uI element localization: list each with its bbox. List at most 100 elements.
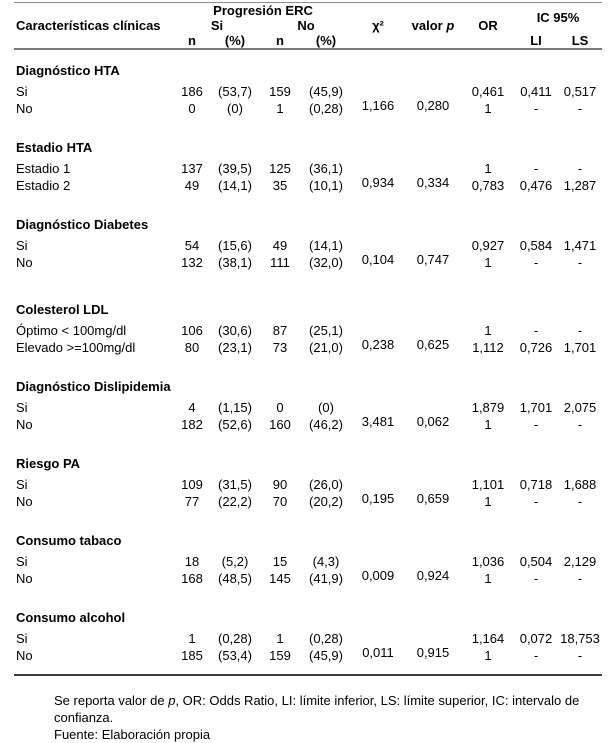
row-label: Si bbox=[16, 84, 28, 99]
cell-valor-p: 0,625 bbox=[416, 336, 450, 352]
col-header-pct-si: (%) bbox=[224, 32, 246, 48]
cell-or: 1 bbox=[484, 161, 492, 176]
cell-pct-si: (30,6) bbox=[218, 323, 252, 338]
col-header-si: Si bbox=[210, 18, 224, 33]
col-header-valor-p: valor p bbox=[404, 3, 462, 50]
cell-pct-si: (0,28) bbox=[218, 631, 252, 646]
cell-ls: - bbox=[577, 101, 583, 116]
cell-or: 1 bbox=[484, 101, 492, 116]
cell-n-si: 185 bbox=[181, 648, 203, 663]
table-row: No 185 (53,4) 159 (45,9) 1 - - bbox=[14, 647, 602, 675]
cell-chi-squared: 0,011 bbox=[362, 644, 394, 660]
cell-pct-no: (32,0) bbox=[309, 255, 343, 270]
cell-ls: - bbox=[577, 417, 583, 432]
cell-pct-si: (0) bbox=[227, 101, 243, 116]
table-row: Si 4 (1,15) 0 (0) 3,481 0,062 1,879 1,701 2,075 bbox=[14, 399, 602, 429]
cell-n-si: 109 bbox=[181, 477, 203, 492]
table-row: Si 18 (5,2) 15 (4,3) 0,009 0,924 1,036 0,504 2,12… bbox=[14, 553, 602, 583]
cell-ls: - bbox=[577, 161, 583, 176]
cell-n-no: 160 bbox=[269, 417, 291, 432]
row-label: No bbox=[16, 571, 33, 586]
group-title: Diagnóstico HTA bbox=[16, 63, 120, 78]
col-header-ic-95: IC 95% bbox=[536, 10, 580, 25]
cell-n-si: 0 bbox=[188, 101, 196, 116]
table-row: No 182 (52,6) 160 (46,2) 1 - - bbox=[14, 416, 602, 443]
cell-valor-p: 0,924 bbox=[416, 567, 450, 583]
cell-valor-p: 0,334 bbox=[416, 174, 450, 190]
cell-pct-no: (45,9) bbox=[309, 648, 343, 663]
header-row-3: n (%) n (%) LI LS bbox=[14, 33, 602, 49]
cell-n-si: 49 bbox=[184, 178, 200, 193]
cell-pct-si: (5,2) bbox=[221, 554, 249, 569]
cell-pct-si: (14,1) bbox=[218, 178, 252, 193]
cell-ls: - bbox=[577, 648, 583, 663]
col-header-no: No bbox=[297, 18, 315, 33]
cell-pct-no: (0,28) bbox=[309, 631, 343, 646]
cell-n-si: 4 bbox=[188, 400, 196, 415]
cell-ls: 18,753 bbox=[560, 631, 600, 646]
group-title-row: Consumo tabaco bbox=[14, 520, 602, 553]
cell-pct-si: (22,2) bbox=[218, 494, 252, 509]
cell-pct-no: (10,1) bbox=[309, 178, 343, 193]
cell-pct-si: (1,15) bbox=[218, 400, 252, 415]
cell-ls: - bbox=[577, 494, 583, 509]
cell-li: - bbox=[533, 494, 539, 509]
cell-pct-si: (23,1) bbox=[218, 340, 252, 355]
cell-li: 0,584 bbox=[519, 238, 553, 253]
col-header-or: OR bbox=[478, 17, 498, 33]
cell-n-no: 1 bbox=[276, 631, 284, 646]
cell-n-no: 125 bbox=[269, 161, 291, 176]
cell-n-no: 111 bbox=[270, 255, 290, 270]
cell-chi-squared: 0,238 bbox=[361, 336, 395, 352]
cell-n-si: 182 bbox=[181, 417, 203, 432]
table-row: Óptimo < 100mg/dl 106 (30,6) 87 (25,1) 0,238 0… bbox=[14, 322, 602, 352]
cell-or: 1 bbox=[484, 494, 492, 509]
row-label: Óptimo < 100mg/dl bbox=[16, 323, 127, 338]
cell-li: 1,701 bbox=[519, 400, 553, 415]
cell-li: - bbox=[533, 648, 539, 663]
cell-n-no: 35 bbox=[272, 178, 288, 193]
table-row: No 168 (48,5) 145 (41,9) 1 - - bbox=[14, 570, 602, 597]
footnote-fuente: Fuente: Elaboración propia bbox=[54, 727, 211, 742]
cell-pct-no: (4,3) bbox=[312, 554, 340, 569]
row-label: No bbox=[16, 255, 33, 270]
cell-or: 1,879 bbox=[471, 400, 505, 415]
cell-ls: 1,471 bbox=[563, 238, 597, 253]
cell-n-no: 1 bbox=[276, 101, 284, 116]
cell-n-si: 80 bbox=[184, 340, 200, 355]
cell-valor-p: 0,062 bbox=[416, 413, 450, 429]
group-title-row: Diagnóstico Diabetes bbox=[14, 204, 602, 237]
cell-ls: - bbox=[577, 255, 583, 270]
cell-n-si: 106 bbox=[181, 323, 203, 338]
cell-or: 1,112 bbox=[472, 340, 504, 355]
cell-pct-no: (41,9) bbox=[309, 571, 343, 586]
cell-pct-no: (0,28) bbox=[309, 101, 343, 116]
valor-label: valor bbox=[411, 17, 443, 33]
cell-ls: 1,287 bbox=[563, 178, 597, 193]
table-row: No 77 (22,2) 70 (20,2) 1 - - bbox=[14, 493, 602, 520]
cell-n-no: 15 bbox=[272, 554, 288, 569]
cell-n-no: 159 bbox=[269, 84, 291, 99]
cell-n-si: 186 bbox=[181, 84, 203, 99]
cell-li: 0,072 bbox=[519, 631, 553, 646]
col-header-progresion-erc: Progresión ERC bbox=[213, 3, 313, 18]
cell-chi-squared: 3,481 bbox=[361, 413, 395, 429]
cell-pct-no: (36,1) bbox=[309, 161, 343, 176]
cell-li: - bbox=[533, 571, 539, 586]
cell-or: 1 bbox=[484, 323, 492, 338]
group-title: Estadio HTA bbox=[16, 140, 93, 155]
cell-li: - bbox=[533, 255, 539, 270]
p-label: p bbox=[446, 17, 455, 33]
table-row: Elevado >=100mg/dl 80 (23,1) 73 (21,0) 1,112 0… bbox=[14, 339, 602, 366]
cell-pct-no: (45,9) bbox=[309, 84, 343, 99]
cell-valor-p: 0,659 bbox=[416, 490, 450, 506]
col-header-ls: LS bbox=[571, 32, 589, 48]
cell-li: 0,476 bbox=[519, 178, 553, 193]
cell-ls: 2,075 bbox=[563, 400, 597, 415]
cell-li: - bbox=[533, 161, 539, 176]
cell-n-si: 137 bbox=[181, 161, 203, 176]
cell-or: 1 bbox=[484, 255, 492, 270]
group-title: Consumo alcohol bbox=[16, 610, 126, 625]
cell-valor-p: 0,747 bbox=[416, 251, 450, 267]
